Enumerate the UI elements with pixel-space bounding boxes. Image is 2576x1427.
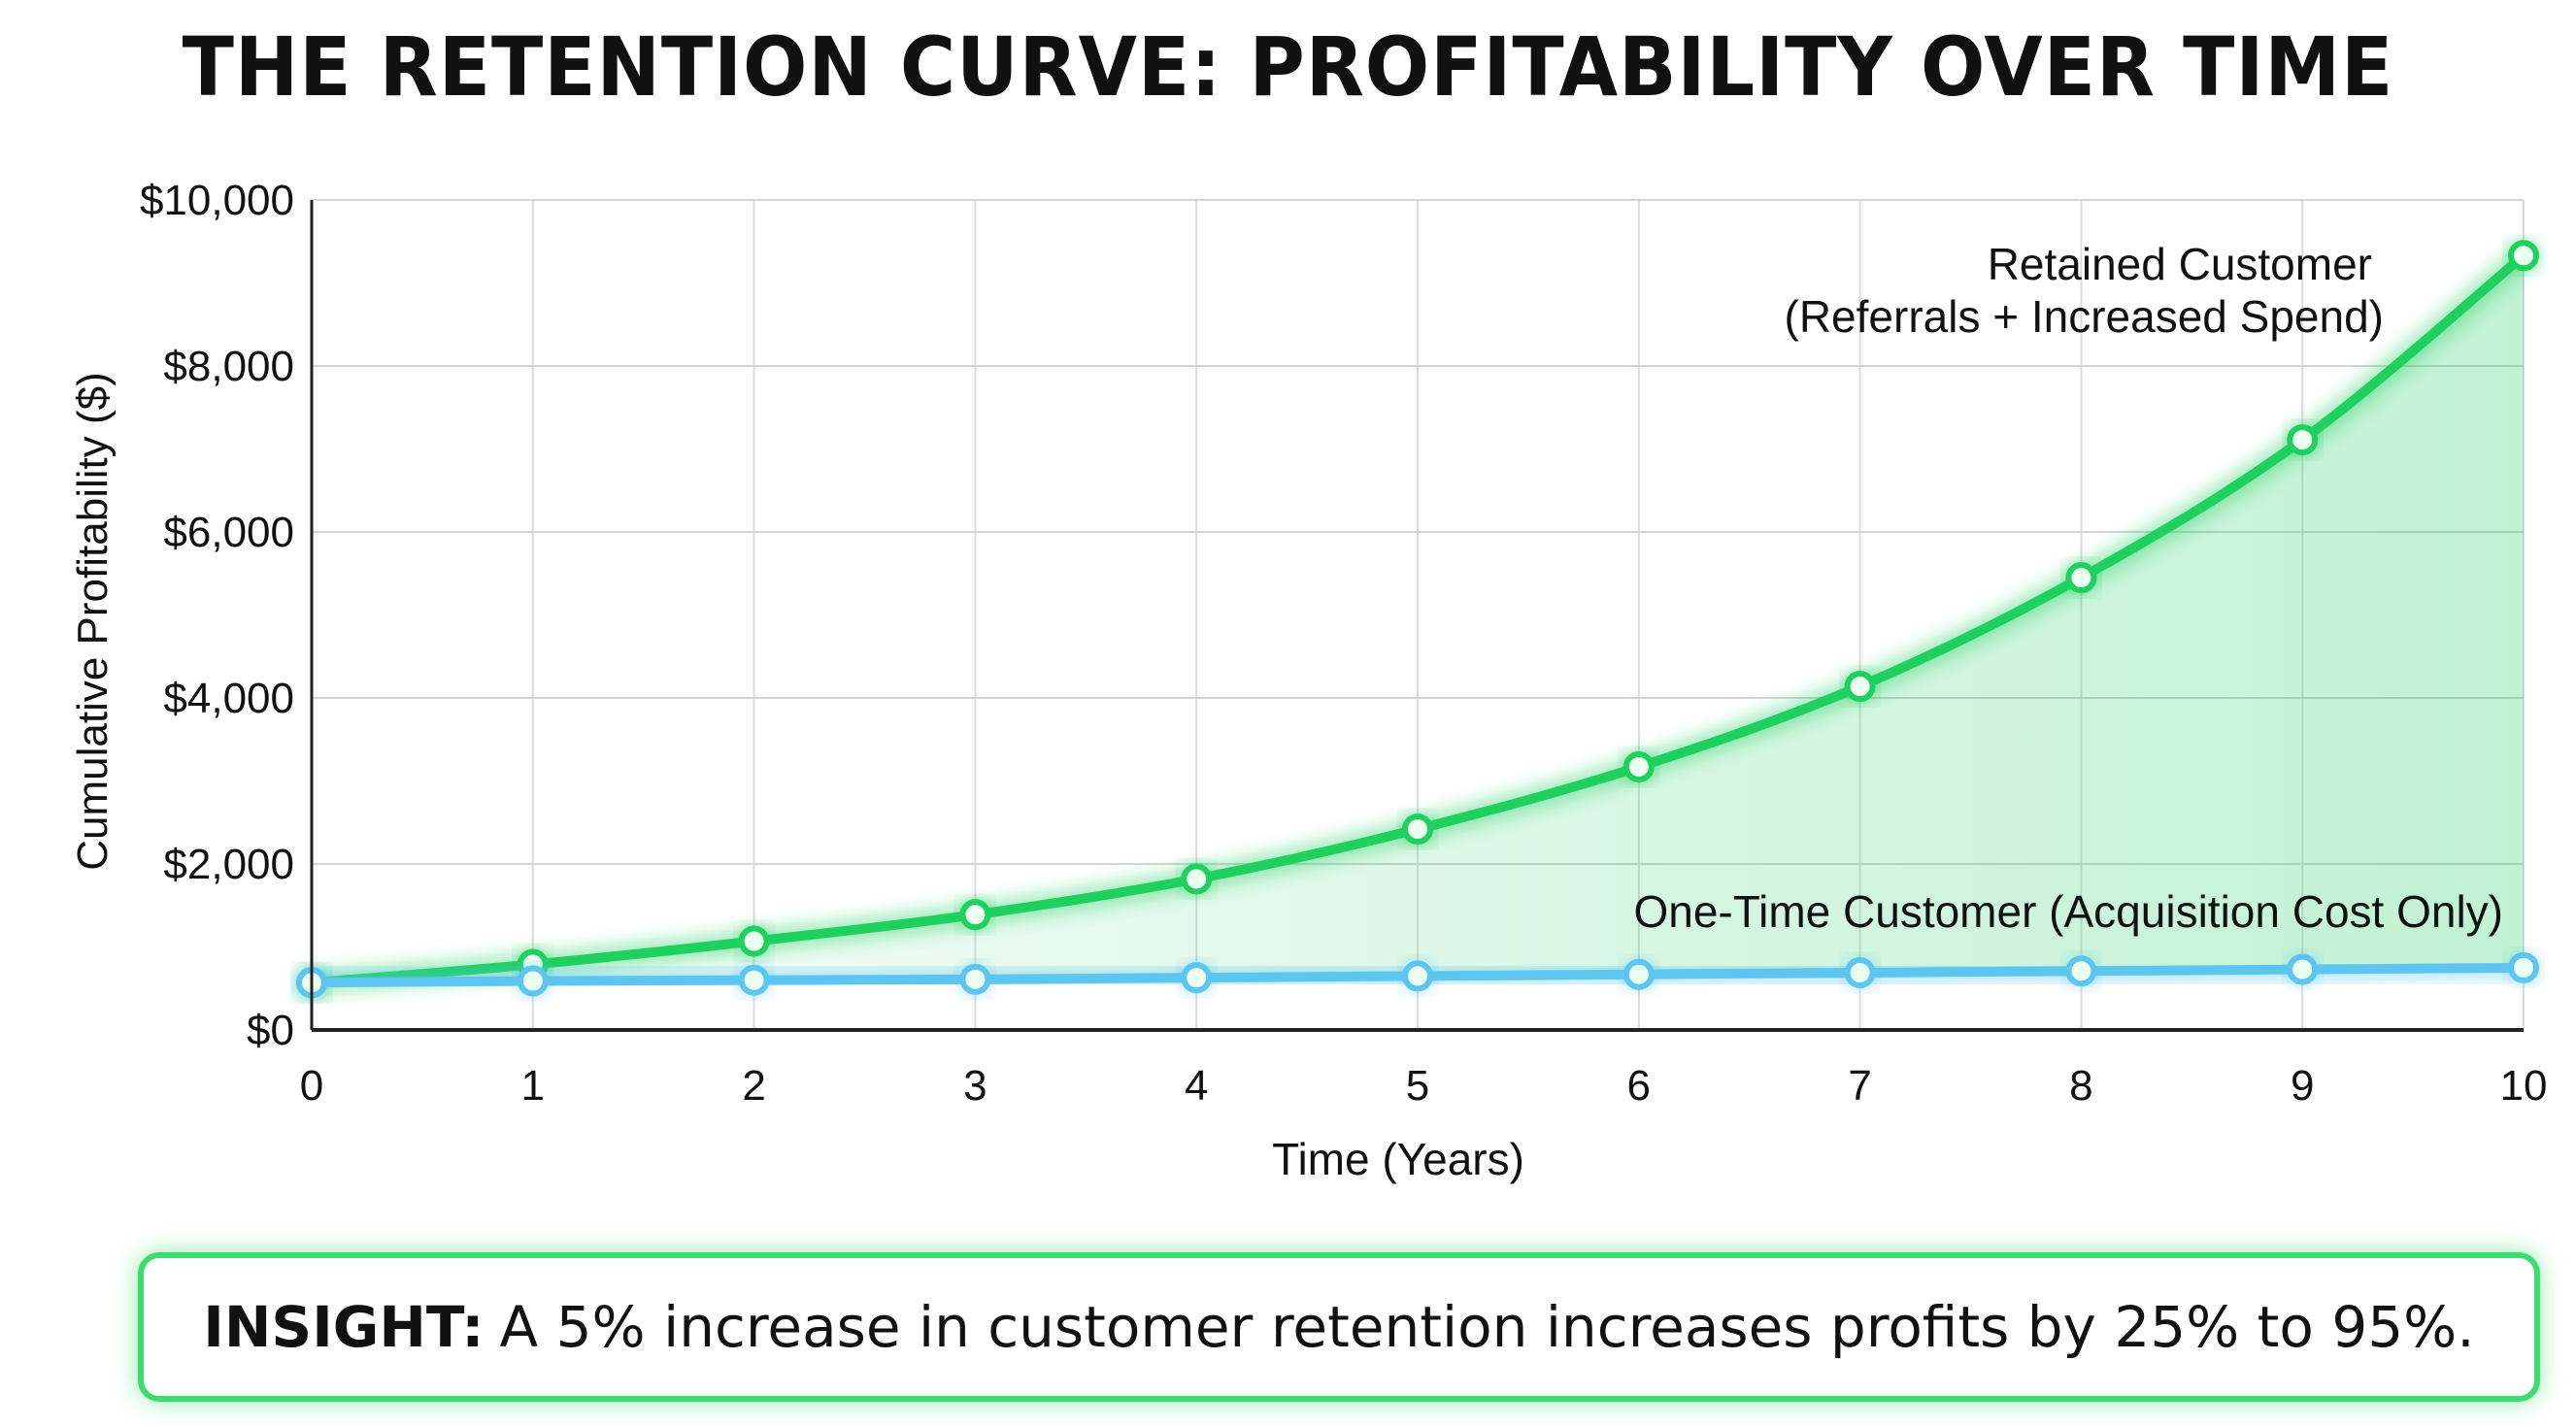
y-tick-label: $6,000 [163,509,294,556]
x-tick-label: 6 [1627,1062,1651,1110]
y-tick-label: $2,000 [163,841,294,888]
y-tick-label: $10,000 [140,177,294,224]
retained-label-line1: Retained Customer [1988,239,2372,289]
insight-box: INSIGHT: A 5% increase in customer reten… [138,1252,2540,1402]
x-tick-label: 7 [1848,1062,1871,1110]
retained-label-line2: (Referrals + Increased Spend) [1785,291,2384,342]
x-tick-label: 8 [2069,1062,2092,1110]
x-tick-label: 2 [742,1062,765,1110]
one-time-point [959,963,991,995]
x-tick-label: 1 [521,1062,545,1110]
x-tick-label: 5 [1406,1062,1429,1110]
retained-point [1402,813,1433,846]
x-axis-label: Time (Years) [1272,1134,1524,1184]
y-tick-label: $8,000 [163,343,294,390]
insight-label: INSIGHT: [203,1294,485,1360]
retained-point [1623,750,1655,782]
retained-point [738,925,770,957]
one-time-point [1844,957,1876,989]
one-time-point [738,964,770,996]
retained-point [2287,424,2319,456]
one-time-point [2065,955,2097,987]
one-time-point [517,965,549,997]
one-time-point [1402,960,1433,992]
x-tick-label: 4 [1185,1062,1208,1110]
y-tick-label: $4,000 [163,675,294,722]
retained-point [2065,562,2097,594]
x-tick-label: 3 [963,1062,987,1110]
one-time-label: One-Time Customer (Acquisition Cost Only… [1633,886,2503,937]
y-axis-label: Cumulative Profitability ($) [69,372,117,871]
retained-point [1181,863,1213,895]
line-chart: $0 $2,000 $4,000 $6,000 $8,000 $10,000 0 1 2 3 4 5 6… [69,177,2548,1184]
retained-point [959,899,991,931]
y-tick-label: $0 [247,1007,294,1054]
retained-point [2508,240,2539,272]
one-time-point [2508,951,2539,983]
x-tick-label: 0 [300,1062,323,1110]
retained-point [1844,671,1876,703]
chart-title: THE RETENTION CURVE: PROFITABILITY OVER … [182,19,2394,115]
one-time-point [1623,958,1655,990]
retained-area-fill [312,255,2524,983]
one-time-point [1181,962,1213,994]
x-tick-label: 9 [2291,1062,2314,1110]
insight-text: A 5% increase in customer retention incr… [499,1294,2475,1360]
one-time-point [2287,953,2319,985]
x-tick-label: 10 [2500,1062,2548,1110]
